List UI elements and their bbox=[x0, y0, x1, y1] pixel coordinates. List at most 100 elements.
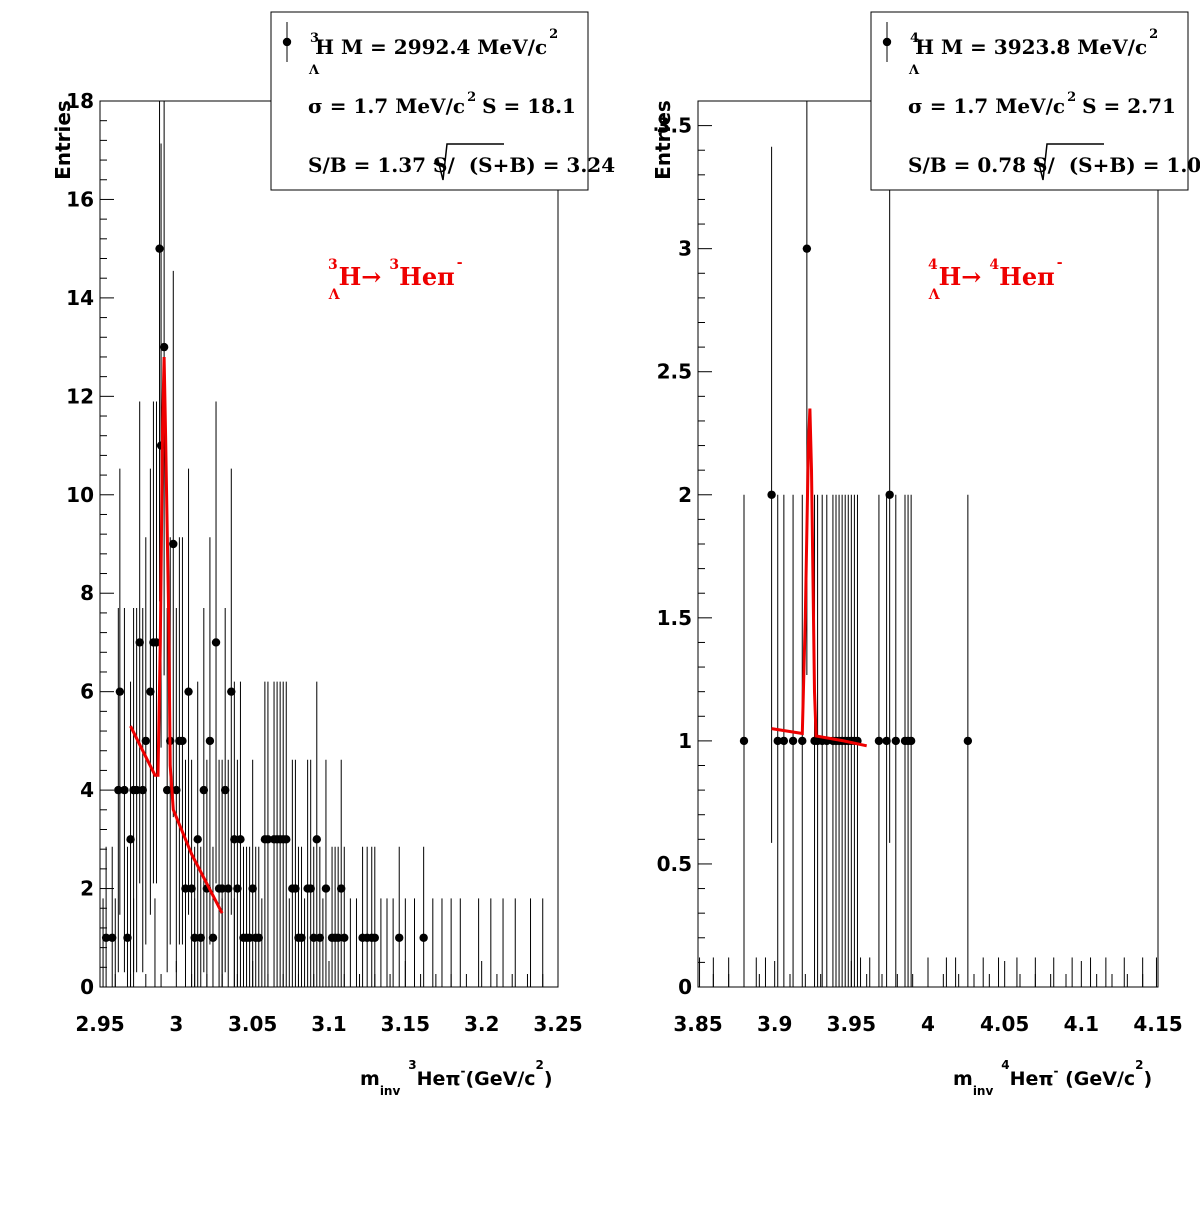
data-point bbox=[138, 785, 147, 795]
y-tick-label: 3.5 bbox=[657, 114, 692, 138]
data-point bbox=[419, 933, 428, 942]
data-point bbox=[172, 785, 181, 795]
data-point bbox=[126, 835, 135, 844]
legend-line-2: σ = 1.7 MeV/c 2 S = 2.71 bbox=[908, 90, 1176, 118]
y-tick-label: 1.5 bbox=[657, 606, 692, 630]
data-point bbox=[337, 884, 346, 893]
y-tick-label: 8 bbox=[80, 581, 94, 605]
data-point bbox=[802, 244, 812, 253]
data-point bbox=[254, 933, 263, 942]
y-tick-label: 0.5 bbox=[657, 852, 692, 876]
legend-line-1: 3 ΛH M = 2992.4 MeV/c2 bbox=[308, 27, 558, 78]
data-point bbox=[312, 835, 321, 844]
y-tick-label: 0 bbox=[678, 975, 692, 999]
data-point bbox=[882, 736, 891, 746]
y-axis-title: Entries bbox=[51, 100, 75, 180]
data-point bbox=[340, 933, 349, 942]
decay-annotation: 3 ΛH→ 3Heπ - bbox=[328, 255, 463, 303]
y-tick-label: 3 bbox=[678, 237, 692, 261]
data-point bbox=[190, 933, 199, 942]
data-point bbox=[309, 933, 318, 942]
data-point bbox=[773, 736, 782, 746]
data-point bbox=[120, 785, 129, 795]
data-point bbox=[211, 638, 221, 647]
data-point bbox=[963, 736, 973, 746]
y-tick-label: 12 bbox=[66, 384, 94, 408]
data-point bbox=[146, 687, 155, 696]
legend-box bbox=[870, 11, 1189, 191]
data-point bbox=[152, 638, 161, 647]
x-tick-label: 3.95 bbox=[827, 1012, 876, 1036]
data-point bbox=[767, 490, 776, 499]
x-tick-label: 3.25 bbox=[533, 1012, 582, 1036]
data-point bbox=[132, 785, 141, 795]
x-tick-label: 4.15 bbox=[1133, 1012, 1182, 1036]
x-tick-label: 2.95 bbox=[75, 1012, 124, 1036]
sqrt-sign bbox=[1033, 143, 1104, 181]
data-point bbox=[181, 884, 190, 893]
data-point bbox=[159, 342, 169, 352]
x-tick-label: 4 bbox=[921, 1012, 935, 1036]
x-tick-label: 3.1 bbox=[311, 1012, 346, 1036]
data-point bbox=[291, 884, 300, 893]
data-point bbox=[141, 736, 150, 746]
x-tick-label: 3.15 bbox=[381, 1012, 430, 1036]
data-point bbox=[321, 884, 331, 893]
y-tick-label: 14 bbox=[66, 286, 94, 310]
data-point bbox=[739, 736, 749, 746]
data-point bbox=[135, 638, 144, 647]
data-point bbox=[114, 785, 123, 795]
data-point bbox=[885, 490, 894, 499]
x-tick-label: 4.05 bbox=[980, 1012, 1029, 1036]
data-point bbox=[169, 539, 178, 549]
y-tick-label: 0 bbox=[80, 975, 94, 999]
data-point bbox=[333, 933, 343, 942]
x-tick-label: 4.1 bbox=[1064, 1012, 1099, 1036]
chart-panel-1: 0 2 4 6 8 10 12 14 16 18 2.95 3 3.05 3.1 3.15 3.2 3.25 3 Λ… bbox=[51, 11, 615, 1098]
y-tick-label: 2.5 bbox=[657, 360, 692, 384]
data-point bbox=[788, 736, 798, 746]
y-tick-label: 10 bbox=[66, 483, 94, 507]
x-tick-label: 3 bbox=[169, 1012, 183, 1036]
decay-annotation: 4 ΛH→ 4Heπ - bbox=[928, 255, 1063, 303]
data-point bbox=[230, 835, 239, 844]
data-point bbox=[395, 933, 404, 942]
data-point bbox=[248, 884, 257, 893]
data-point bbox=[236, 835, 245, 844]
y-axis-title: Entries bbox=[651, 100, 675, 180]
data-point bbox=[115, 687, 125, 696]
data-point bbox=[297, 933, 306, 942]
chart-panel-2: 0 0.5 1 1.5 2 2.5 3 3.5 3.85 3.9 3.95 4 4.05 4.1 4.15 4… bbox=[651, 11, 1200, 1098]
data-point bbox=[224, 884, 233, 893]
y-tick-label: 2 bbox=[80, 877, 94, 901]
y-tick-label: 6 bbox=[80, 680, 94, 704]
data-point bbox=[208, 933, 218, 942]
data-point bbox=[891, 736, 900, 746]
sqrt-sign bbox=[433, 143, 504, 181]
x-axis-title: minv3Heπ-(GeV/c2) bbox=[360, 1058, 553, 1098]
y-tick-label: 18 bbox=[66, 89, 94, 113]
data-point bbox=[199, 785, 209, 795]
data-point bbox=[155, 244, 164, 253]
data-point bbox=[263, 835, 273, 844]
data-point bbox=[205, 736, 215, 746]
data-point bbox=[245, 933, 254, 942]
x-tick-label: 3.2 bbox=[464, 1012, 499, 1036]
data-point bbox=[227, 687, 236, 696]
data-point bbox=[315, 933, 325, 942]
y-tick-label: 16 bbox=[66, 187, 94, 211]
data-point bbox=[184, 687, 193, 696]
y-tick-label: 4 bbox=[80, 778, 94, 802]
data-point bbox=[282, 835, 291, 844]
legend-marker-point bbox=[882, 37, 892, 47]
fit-curve bbox=[129, 356, 224, 914]
y-tick-label: 1 bbox=[678, 729, 692, 753]
data-point bbox=[108, 933, 117, 942]
x-tick-label: 3.05 bbox=[228, 1012, 277, 1036]
data-point bbox=[178, 736, 187, 746]
x-tick-label: 3.85 bbox=[673, 1012, 722, 1036]
data-point bbox=[123, 933, 132, 942]
legend-box bbox=[270, 11, 589, 191]
legend-line-3: S/B = 1.37 S/ (S+B) = 3.24 bbox=[308, 153, 615, 177]
